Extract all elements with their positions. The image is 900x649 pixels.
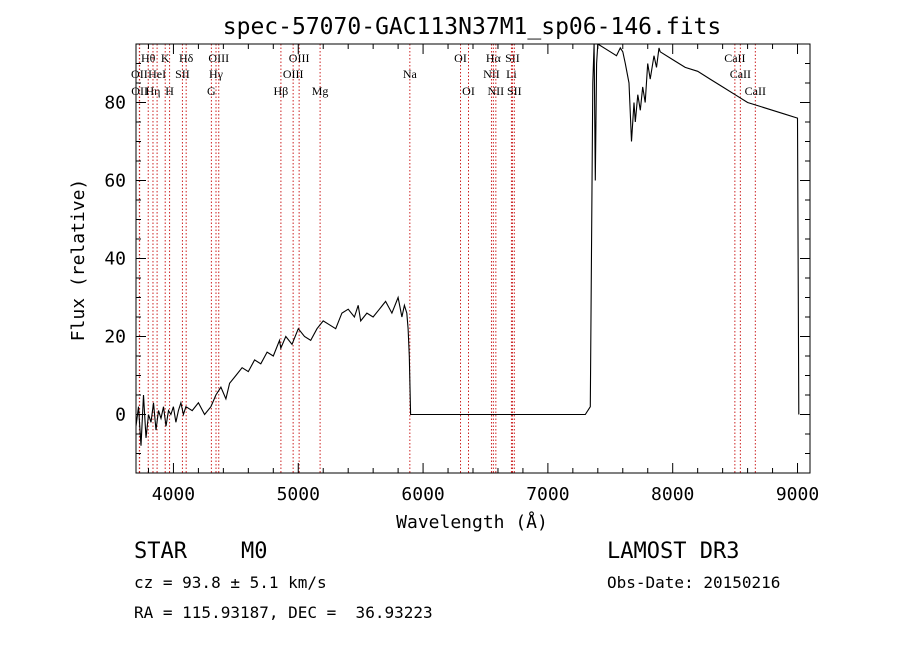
y-tick-label-2: 40 [104,249,126,270]
line-label-11: OIII [208,51,229,65]
class-label: STAR [134,539,187,564]
line-label-5: K [161,51,170,65]
line-label-13: OIII [283,67,304,81]
line-label-22: Li [506,67,517,81]
line-label-12: Hβ [274,84,289,98]
line-label-25: CaII [724,51,745,65]
y-tick-label-4: 80 [104,93,126,114]
line-label-21: NII [488,84,505,98]
x-tick-label-5: 9000 [776,484,819,505]
x-axis-label: Wavelength (Å) [396,511,548,533]
line-label-4: HeI [148,67,166,81]
x-tick-label-4: 8000 [651,484,694,505]
spectrum-line [136,44,800,446]
line-label-15: Mg [312,84,329,98]
subclass-label: M0 [241,539,268,564]
line-label-6: H [165,84,174,98]
y-tick-label-1: 20 [104,327,126,348]
line-label-7: SII [175,67,190,81]
line-label-26: CaII [730,67,751,81]
line-label-8: Hδ [179,51,194,65]
line-label-9: G [207,84,216,98]
line-label-24: SII [507,84,522,98]
line-label-3: Hη [145,84,160,98]
line-label-14: OIII [289,51,310,65]
plot-frame [135,43,811,474]
line-label-16: Na [403,67,418,81]
line-label-23: SII [505,51,520,65]
y-axis-label: Flux (relative) [68,179,89,342]
line-label-27: CaII [745,84,766,98]
redshift-readout: cz = 93.8 ± 5.1 km/s [134,573,327,592]
survey-label: LAMOST DR3 [607,539,740,564]
y-tick-label-3: 60 [104,171,126,192]
x-tick-label-3: 7000 [526,484,569,505]
line-label-2: Hθ [141,51,156,65]
line-label-19: NII [483,67,500,81]
spectrum-series [136,44,800,446]
x-tick-label-1: 5000 [277,484,320,505]
line-label-18: OI [462,84,475,98]
x-tick-label-2: 6000 [401,484,444,505]
axes: 4000 5000 6000 7000 8000 9000 0 20 40 60 80 [104,43,819,505]
y-tick-label-0: 0 [115,405,126,426]
obs-date: Obs-Date: 20150216 [607,573,781,592]
line-label-17: OI [454,51,467,65]
line-label-0: OII [131,67,148,81]
line-label-20: Hα [486,51,502,65]
chart-title: spec-57070-GAC113N37M1_sp06-146.fits [223,14,722,40]
line-label-10: Hγ [209,67,224,81]
spectral-line-markers: OIIOIIHθHηHeIKHSIIHδGHγOIIIHβOIIIOIIIMgN… [131,44,766,473]
line-label-1: OII [131,84,148,98]
spectrum-chart: spec-57070-GAC113N37M1_sp06-146.fits OII… [68,14,819,533]
x-tick-label-0: 4000 [152,484,195,505]
coordinates: RA = 115.93187, DEC = 36.93223 [134,603,433,622]
